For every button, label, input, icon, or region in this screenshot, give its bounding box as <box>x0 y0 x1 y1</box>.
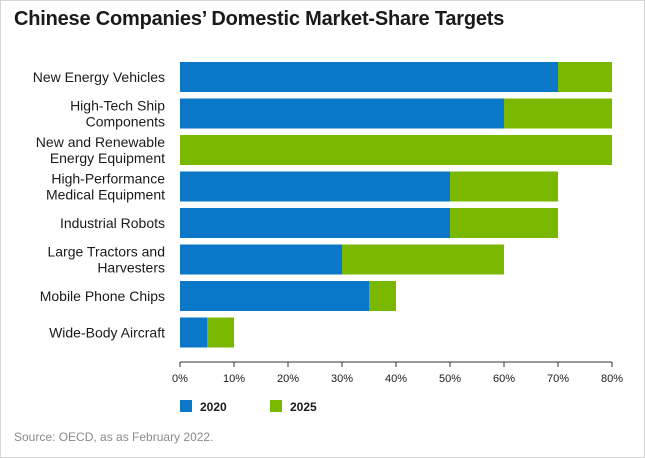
source-note: Source: OECD, as as February 2022. <box>14 430 214 444</box>
category-label-line: New Energy Vehicles <box>33 69 165 85</box>
category-label: Large Tractors and Harvesters <box>47 244 165 276</box>
bar-2025-3 <box>450 171 558 202</box>
bar-2025-5 <box>342 244 504 275</box>
bar-2020-1 <box>180 98 504 129</box>
category-label: New and Renewable Energy Equipment <box>36 134 165 166</box>
x-tick-label: 30% <box>331 373 353 385</box>
bar-2025-4 <box>450 208 558 238</box>
x-tick-label: 10% <box>223 373 245 385</box>
x-tick-label: 20% <box>277 373 299 385</box>
bar-2025-2 <box>180 135 612 165</box>
bar-2020-6 <box>180 281 369 311</box>
bar-2025-0 <box>558 62 612 92</box>
legend-label-2020: 2020 <box>200 400 227 414</box>
x-tick-label: 80% <box>601 373 623 385</box>
x-tick-label: 0% <box>172 373 188 385</box>
category-label: High-Tech Ship Components <box>70 98 165 130</box>
bar-2020-7 <box>180 317 207 348</box>
bar-2020-4 <box>180 208 450 238</box>
x-tick-label: 40% <box>385 373 407 385</box>
x-tick-label: 70% <box>547 373 569 385</box>
category-label-line: Components <box>86 114 165 130</box>
category-label-line: High-Performance <box>51 171 165 187</box>
category-label-line: High-Tech Ship <box>70 98 165 114</box>
category-label: High-Performance Medical Equipment <box>46 171 165 203</box>
legend-swatch-2020 <box>180 400 192 412</box>
bar-2025-7 <box>207 317 234 348</box>
bar-2025-1 <box>504 98 612 129</box>
category-label: Wide-Body Aircraft <box>49 325 165 341</box>
category-label-line: Harvesters <box>97 260 165 276</box>
category-label: Mobile Phone Chips <box>40 288 165 304</box>
legend-swatch-2025 <box>270 400 282 412</box>
category-label-line: Large Tractors and <box>47 244 165 260</box>
bar-2020-5 <box>180 244 342 275</box>
chart-title: Chinese Companies’ Domestic Market-Share… <box>14 8 505 30</box>
legend-label-2025: 2025 <box>290 400 317 414</box>
category-label-line: Medical Equipment <box>46 187 165 203</box>
x-tick-label: 60% <box>493 373 515 385</box>
bar-2020-3 <box>180 171 450 202</box>
x-tick-label: 50% <box>439 373 461 385</box>
category-label-line: Industrial Robots <box>60 215 165 231</box>
category-label-line: Mobile Phone Chips <box>40 288 165 304</box>
category-label-line: Wide-Body Aircraft <box>49 325 165 341</box>
bar-2020-0 <box>180 62 558 92</box>
category-label-line: Energy Equipment <box>50 150 165 166</box>
category-label: Industrial Robots <box>60 215 165 231</box>
category-label: New Energy Vehicles <box>33 69 165 85</box>
bar-2025-6 <box>369 281 396 311</box>
category-label-line: New and Renewable <box>36 134 165 150</box>
